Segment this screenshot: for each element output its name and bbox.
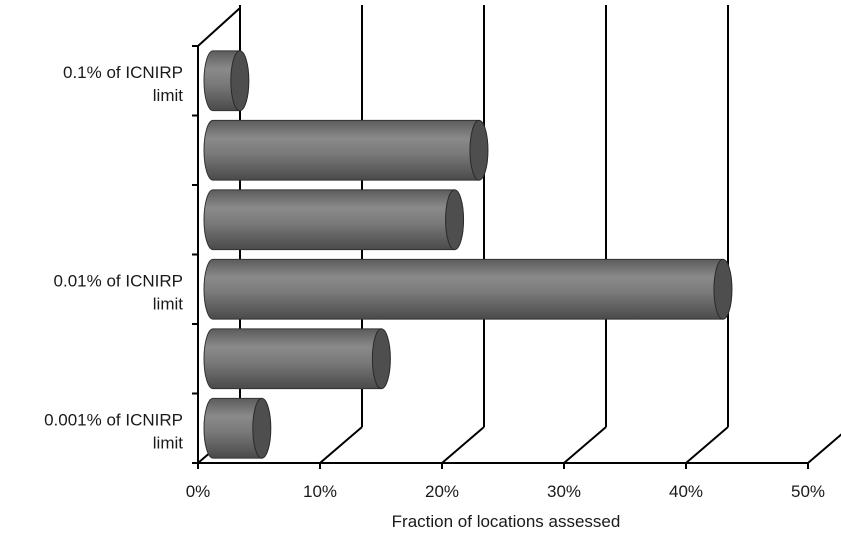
x-tick-label: 20% bbox=[425, 482, 459, 501]
grid-floor-line bbox=[441, 426, 485, 464]
bar bbox=[203, 397, 272, 459]
y-tick-label-line2: limit bbox=[153, 86, 183, 105]
y-tick-label-line1: 0.01% of ICNIRP bbox=[54, 271, 183, 290]
bar bbox=[203, 328, 391, 390]
bar bbox=[203, 258, 733, 320]
x-tick-labels: 0% 10% 20% 30% 40% 50% bbox=[186, 482, 825, 501]
bar bbox=[203, 189, 465, 251]
grid-floor-line bbox=[319, 426, 363, 464]
bar bbox=[203, 119, 489, 181]
x-tick-label: 0% bbox=[186, 482, 211, 501]
bar-body bbox=[203, 189, 456, 251]
x-tick-label: 30% bbox=[547, 482, 581, 501]
y-tick-label-line1: 0.001% of ICNIRP bbox=[44, 410, 183, 429]
left-wall-top-edge bbox=[197, 7, 241, 47]
bars bbox=[203, 50, 733, 459]
x-axis-label: Fraction of locations assessed bbox=[392, 512, 621, 531]
bar-end-cap bbox=[230, 50, 250, 112]
y-tick-label: 0.01% of ICNIRP limit bbox=[54, 271, 184, 313]
bar-body bbox=[203, 328, 382, 390]
y-tick-label-line2: limit bbox=[153, 433, 183, 452]
bar-body bbox=[203, 119, 480, 181]
x-tick-label: 10% bbox=[303, 482, 337, 501]
y-tick-label-line2: limit bbox=[153, 294, 183, 313]
axes bbox=[192, 7, 809, 469]
grid-floor-line bbox=[685, 426, 729, 464]
bar-body bbox=[203, 258, 724, 320]
y-tick-label-line1: 0.1% of ICNIRP bbox=[63, 63, 183, 82]
bar-end-cap bbox=[445, 189, 465, 251]
bar-body bbox=[203, 50, 241, 112]
grid-floor-line bbox=[807, 433, 841, 464]
bar bbox=[203, 50, 250, 112]
x-tick-label: 40% bbox=[669, 482, 703, 501]
x-tick-label: 50% bbox=[791, 482, 825, 501]
y-tick-label: 0.1% of ICNIRP limit bbox=[63, 63, 183, 105]
bar-end-cap bbox=[713, 258, 733, 320]
bar-body bbox=[203, 397, 263, 459]
bar-end-cap bbox=[371, 328, 391, 390]
grid-floor-line bbox=[563, 426, 607, 464]
bar-end-cap bbox=[252, 397, 272, 459]
y-tick-label: 0.001% of ICNIRP limit bbox=[44, 410, 183, 452]
bar-end-cap bbox=[469, 119, 489, 181]
